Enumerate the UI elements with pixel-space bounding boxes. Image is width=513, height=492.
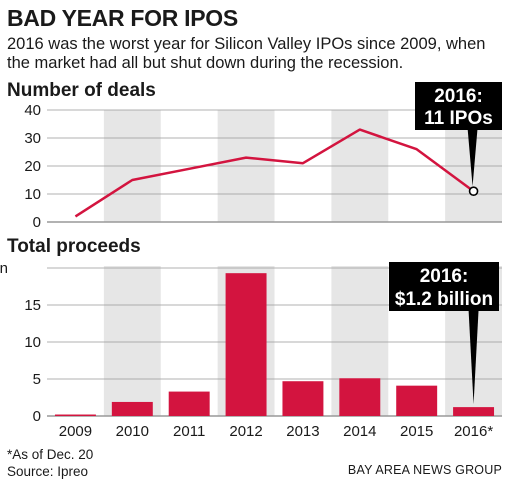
proceeds-bar <box>282 381 324 416</box>
y-tick-label: 15 <box>24 297 41 314</box>
footnote: *As of Dec. 20 Source: Ipreo <box>7 446 93 480</box>
x-tick-label: 2009 <box>59 423 92 440</box>
x-tick-label: 2014 <box>343 423 376 440</box>
callout-pointer <box>468 310 479 405</box>
credit: BAY AREA NEWS GROUP <box>347 463 502 477</box>
x-tick-label: 2013 <box>286 423 319 440</box>
y-tick-label: 10 <box>24 186 41 203</box>
x-tick-label: 2016* <box>454 423 493 440</box>
callout-box <box>415 82 502 130</box>
proceeds-bar <box>453 407 495 416</box>
callout-line1: 2016: <box>420 266 469 287</box>
proceeds-bar <box>225 273 267 416</box>
callout-line2: $1.2 billion <box>395 289 493 310</box>
proceeds-bar <box>339 378 381 416</box>
proceeds-bar <box>111 401 153 416</box>
chart-subtitle: 2016 was the worst year for Silicon Vall… <box>7 35 486 72</box>
callout-line2: 11 IPOs <box>424 108 493 129</box>
proceeds-bar <box>168 391 210 416</box>
callout-pointer <box>467 128 478 187</box>
y-tick-label: 5 <box>33 371 41 388</box>
y-tick-label: 0 <box>33 214 41 231</box>
y-tick-label: 30 <box>24 130 41 147</box>
footnote-note: *As of Dec. 20 <box>7 447 94 462</box>
deals-section-title: Number of deals <box>7 80 156 101</box>
band <box>103 266 161 416</box>
callout-box <box>389 262 499 311</box>
y-tick-label: $20 billion <box>0 260 8 277</box>
proceeds-bar <box>396 385 438 416</box>
x-tick-label: 2012 <box>229 423 262 440</box>
x-tick-label: 2010 <box>116 423 149 440</box>
proceeds-bar <box>54 414 96 416</box>
y-tick-label: 40 <box>24 102 41 119</box>
footnote-source: Source: Ipreo <box>7 464 89 479</box>
deals-line <box>74 128 475 218</box>
y-tick-label: 20 <box>24 158 41 175</box>
x-tick-label: 2011 <box>173 423 205 440</box>
chart-title: BAD YEAR FOR IPOS <box>7 5 238 31</box>
y-tick-label: 0 <box>33 408 41 425</box>
callout-line1: 2016: <box>434 86 483 107</box>
y-tick-label: 10 <box>24 334 41 351</box>
data-point-2016 <box>468 186 479 196</box>
x-tick-label: 2015 <box>400 423 433 440</box>
proceeds-section-title: Total proceeds <box>7 236 141 257</box>
